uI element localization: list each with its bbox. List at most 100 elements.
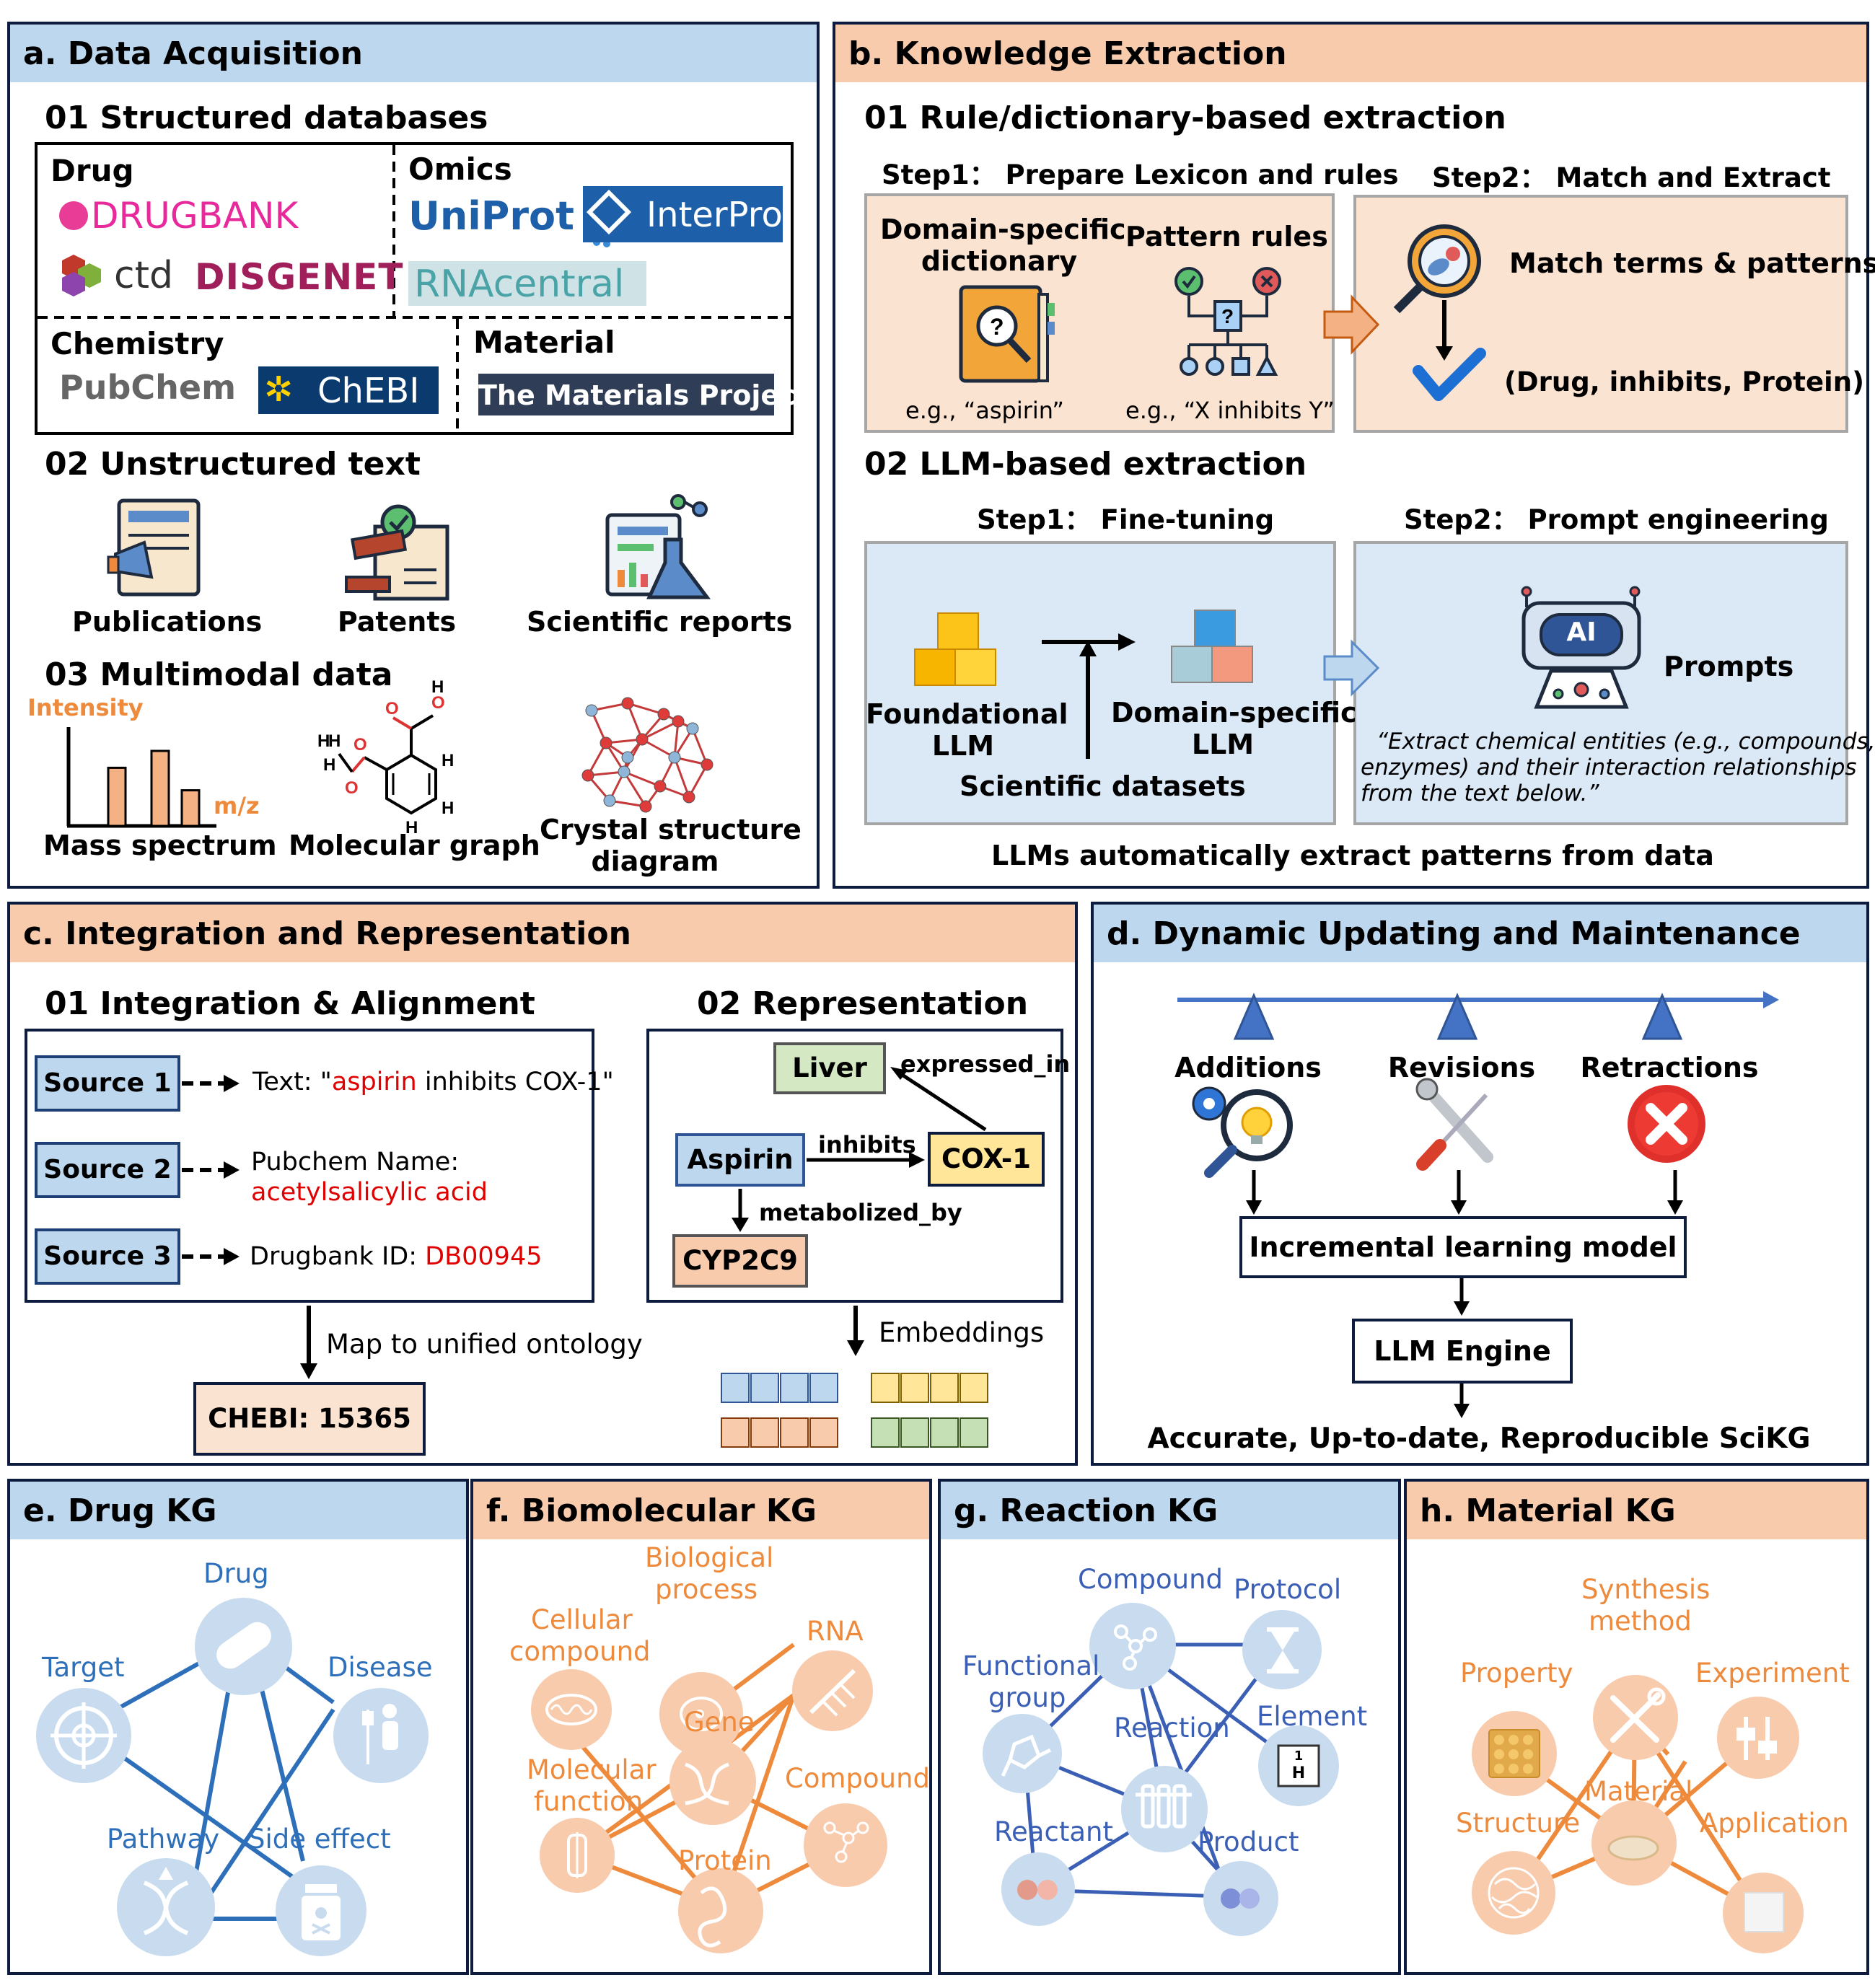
representation-heading: 02 Representation xyxy=(697,985,1029,1022)
publications-label: Publications xyxy=(72,606,263,638)
application-label: Application xyxy=(1700,1808,1849,1839)
source-2-text: Pubchem Name: acetylsalicylic acid xyxy=(251,1148,488,1207)
chebi-id-box: CHEBI: 15365 xyxy=(193,1382,426,1456)
integration-alignment-heading: 01 Integration & Alignment xyxy=(45,985,535,1022)
functional-group-label-line1: Functional xyxy=(962,1650,1100,1681)
drug-node-label: Drug xyxy=(203,1558,269,1589)
expressed-in-edge-label: expressed_in xyxy=(900,1050,1071,1078)
svg-text:H: H xyxy=(317,731,330,751)
crystal-atom xyxy=(682,791,695,804)
reactant-label: Reactant xyxy=(994,1816,1113,1847)
experiment-node xyxy=(1717,1697,1799,1779)
pathway-node-label: Pathway xyxy=(107,1824,220,1855)
cox1-node: COX-1 xyxy=(928,1132,1045,1187)
embedding-cell xyxy=(809,1373,838,1403)
intensity-axis-label: Intensity xyxy=(27,694,144,721)
rnacentral-logo: RNAcentral xyxy=(408,261,646,306)
patents-label: Patents xyxy=(337,606,457,638)
molecular-function-label-line1: Molecular xyxy=(527,1754,657,1785)
uniprot-logo: UniProt xyxy=(408,193,628,255)
crystal-atom xyxy=(618,765,631,778)
structure-node xyxy=(1472,1851,1555,1935)
cyp2c9-node: CYP2C9 xyxy=(672,1234,808,1288)
scientific-datasets-label: Scientific datasets xyxy=(960,770,1246,802)
embeddings-label: Embeddings xyxy=(879,1317,1045,1348)
source-3-text: Drugbank ID: DB00945 xyxy=(250,1242,543,1271)
prompt-box xyxy=(1353,541,1848,825)
match-terms-label: Match terms & patterns xyxy=(1509,247,1875,279)
panel-data-acquisition: a. Data Acquisition xyxy=(7,22,820,889)
drugbank-logo: DRUGBANK xyxy=(59,195,298,239)
source-2-box: Source 2 xyxy=(35,1142,180,1198)
rna-label: RNA xyxy=(807,1616,864,1647)
element-label: Element xyxy=(1257,1701,1368,1732)
map-ontology-label: Map to unified ontology xyxy=(326,1329,643,1360)
embedding-cell xyxy=(780,1373,809,1403)
protocol-node xyxy=(1242,1610,1322,1689)
pattern-rules-label: Pattern rules xyxy=(1125,221,1328,252)
embedding-cell xyxy=(871,1373,900,1403)
step1-finetuning-label: Step1： Fine-tuning xyxy=(977,504,1275,535)
incremental-learning-box: Incremental learning model xyxy=(1239,1216,1687,1278)
metabolized-by-edge-label: metabolized_by xyxy=(759,1199,962,1226)
panel-b-title: b. Knowledge Extraction xyxy=(835,25,1866,82)
embedding-cell xyxy=(960,1373,988,1403)
synthesis-method-label-line2: method xyxy=(1589,1606,1692,1637)
llm-extraction-heading: 02 LLM-based extraction xyxy=(864,446,1307,483)
svg-text:O: O xyxy=(345,778,359,798)
foundational-llm-label-line1: Foundational xyxy=(866,698,1068,730)
embedding-cell xyxy=(721,1417,750,1448)
crystal-atom xyxy=(668,751,681,764)
step1-lexicon-label: Step1： Prepare Lexicon and rules xyxy=(882,159,1399,190)
element-number: 1 xyxy=(1294,1749,1304,1764)
crystal-structure-label-line1: Crystal structure xyxy=(540,814,802,845)
crystal-atom xyxy=(672,715,685,728)
representation-box xyxy=(646,1029,1063,1303)
unstructured-text-heading: 02 Unstructured text xyxy=(45,446,421,483)
element-symbol: H xyxy=(1291,1764,1306,1782)
step2-prompt-label: Step2： Prompt engineering xyxy=(1404,504,1829,535)
reaction-node xyxy=(1121,1766,1208,1852)
panel-d-title: d. Dynamic Updating and Maintenance xyxy=(1094,905,1866,962)
functional-group-label-line2: group xyxy=(988,1682,1066,1713)
ctd-logo: ctd xyxy=(56,250,173,301)
multimodal-data-heading: 03 Multimodal data xyxy=(45,656,393,693)
database-box xyxy=(35,142,794,435)
molecular-graph-label: Molecular graph xyxy=(289,830,540,861)
panel-dynamic-updating: d. Dynamic Updating and Maintenance xyxy=(1091,902,1869,1466)
embedding-cell xyxy=(900,1417,929,1448)
disease-node xyxy=(333,1688,429,1783)
foundational-llm-label-line2: LLM xyxy=(931,730,995,762)
crystal-atom xyxy=(701,758,713,771)
product-label: Product xyxy=(1198,1826,1299,1857)
panel-h-title: h. Material KG xyxy=(1407,1482,1866,1539)
structured-databases-heading: 01 Structured databases xyxy=(45,100,488,136)
disease-node-label: Disease xyxy=(328,1652,433,1683)
svg-text:O: O xyxy=(354,735,367,755)
liver-node: Liver xyxy=(773,1042,886,1094)
mass-peak-3 xyxy=(180,789,201,827)
gene-label: Gene xyxy=(684,1707,755,1738)
material-category-label: Material xyxy=(473,325,615,360)
drug-category-label: Drug xyxy=(51,153,134,188)
chemistry-category-label: Chemistry xyxy=(51,326,224,361)
embedding-cell xyxy=(930,1373,959,1403)
protocol-label: Protocol xyxy=(1234,1574,1342,1605)
